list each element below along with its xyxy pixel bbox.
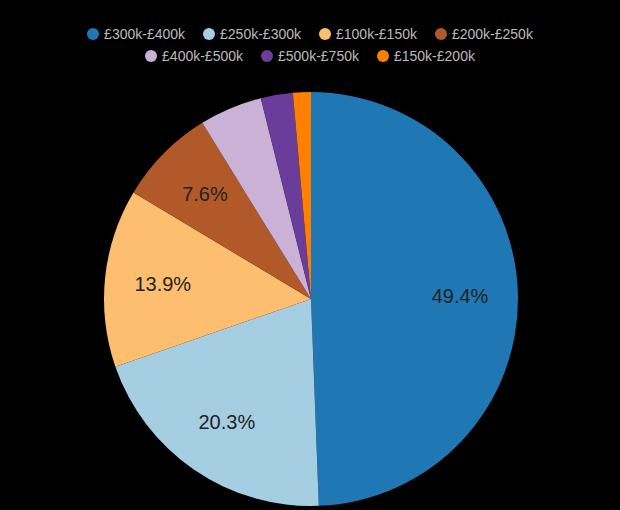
html-text:£500k-£750k: £500k-£750k [278,48,359,64]
html-text:£100k-£150k: £100k-£150k [336,26,417,42]
html-text:£400k-£500k: £400k-£500k [162,48,243,64]
html-text:£250k-£300k: £250k-£300k [220,26,301,42]
svg-text:13.9%: 13.9% [134,273,191,295]
svg-text:7.6%: 7.6% [182,183,228,205]
html-text:£300k-£400k: £300k-£400k [104,26,185,42]
html-text:£150k-£200k: £150k-£200k [394,48,475,64]
svg-text:20.3%: 20.3% [198,411,255,433]
svg-text:49.4%: 49.4% [432,285,489,307]
html-text:£200k-£250k: £200k-£250k [452,26,533,42]
